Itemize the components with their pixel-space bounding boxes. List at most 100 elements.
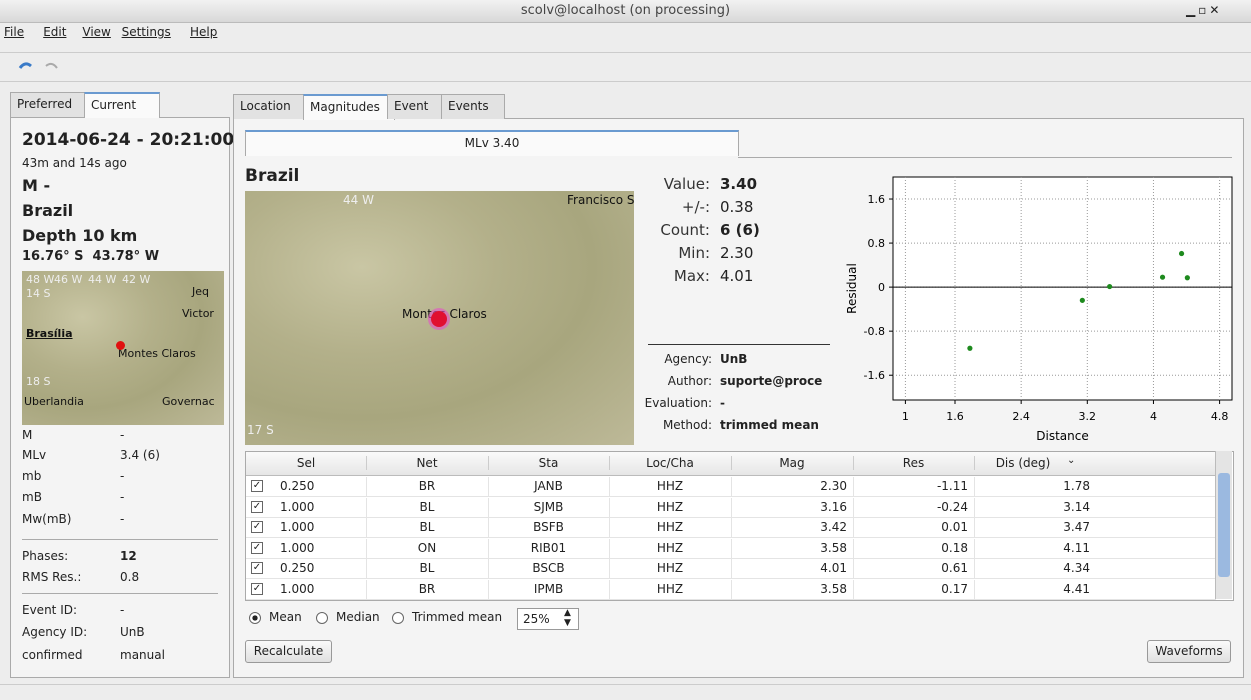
column-header[interactable]: Net [366, 456, 489, 470]
map-label: Brasília [26, 327, 73, 340]
stat-value: 6 (6) [720, 221, 760, 239]
map-label: Montes Claros [118, 347, 196, 360]
stat-label: Value: [663, 175, 710, 193]
radio-label[interactable]: Mean [269, 610, 302, 624]
field-label: Agency ID: [22, 625, 88, 639]
radio-label[interactable]: Median [336, 610, 380, 624]
col-line [488, 538, 489, 559]
column-header[interactable]: Dis (deg) [995, 456, 1051, 470]
field-label: Phases: [22, 549, 69, 563]
trim-spinbox[interactable]: 25% ▲ ▼ [517, 608, 579, 630]
main-tab[interactable]: Event [387, 94, 449, 119]
recalculate-button[interactable]: Recalculate [245, 640, 332, 663]
checkbox[interactable]: ✓ [251, 582, 263, 595]
table-cell: 3.47 [1063, 520, 1090, 534]
x-tick-label: 4.8 [1211, 410, 1229, 423]
window-controls[interactable]: ▁▫✕ [1186, 3, 1223, 17]
col-line [731, 559, 732, 579]
stat-label: +/-: [681, 198, 710, 216]
toolbar [0, 52, 1251, 82]
field-value: manual [120, 648, 165, 662]
radio[interactable] [392, 612, 404, 624]
waveforms-button[interactable]: Waveforms [1147, 640, 1231, 663]
magnitude-tab[interactable]: MLv 3.40 [245, 130, 739, 156]
menu-item[interactable]: Settings [121, 25, 171, 39]
separator [22, 593, 218, 594]
main-tab[interactable]: Location [233, 94, 311, 119]
col-line [488, 497, 489, 518]
table-cell: -1.11 [936, 479, 968, 493]
column-header[interactable]: Mag [731, 456, 854, 470]
radio-label[interactable]: Trimmed mean [412, 610, 503, 624]
x-tick-label: 3.2 [1079, 410, 1097, 423]
column-header[interactable]: Sel [246, 456, 367, 470]
detail-value: - [720, 396, 725, 410]
checkbox[interactable]: ✓ [251, 541, 263, 554]
field-label: mB [22, 490, 42, 504]
map-label: 42 W [122, 273, 151, 286]
field-value: - [120, 603, 125, 617]
field-label: confirmed [22, 648, 83, 662]
col-line [853, 538, 854, 559]
detail-label: Agency: [664, 352, 712, 366]
table-cell: 0.250 [280, 479, 315, 493]
checkbox[interactable]: ✓ [251, 562, 263, 574]
detail-value: UnB [720, 352, 748, 366]
field-value: - [120, 469, 125, 483]
col-line [366, 518, 367, 538]
table-cell: 1.000 [280, 540, 315, 555]
map-label: 44 W [88, 273, 117, 286]
col-line [488, 477, 489, 497]
station-map[interactable]: 44 W Francisco S Montes Claros 17 S [245, 191, 634, 445]
menu-item[interactable]: Edit [43, 25, 67, 39]
spin-arrows[interactable]: ▲ ▼ [564, 608, 571, 628]
y-tick-label: -0.8 [864, 325, 885, 338]
scrollbar[interactable] [1215, 451, 1232, 599]
table-cell: HHZ [656, 520, 684, 534]
main-tab[interactable]: Events [441, 94, 505, 119]
stats-separator [648, 344, 830, 345]
main-tab[interactable]: Magnitudes [303, 94, 395, 120]
checkbox[interactable]: ✓ [251, 521, 263, 533]
checkbox[interactable]: ✓ [251, 500, 263, 513]
table-cell: BR [418, 479, 436, 493]
table-cell: 1.000 [280, 520, 315, 534]
toolbar-icons[interactable] [18, 60, 62, 74]
table-cell: HHZ [656, 479, 684, 493]
radio[interactable] [316, 612, 328, 624]
col-line [974, 477, 975, 497]
event-age: 43m and 14s ago [22, 156, 127, 170]
menu-item[interactable]: View [82, 25, 111, 39]
epicenter [431, 311, 447, 327]
table-cell: HHZ [656, 581, 684, 596]
table-cell: 4.01 [820, 561, 847, 575]
table-cell: 4.34 [1063, 561, 1090, 575]
table-cell: HHZ [656, 561, 684, 575]
col-line [853, 477, 854, 497]
point [1178, 250, 1185, 257]
y-tick-label: 0.8 [868, 237, 886, 250]
sort-indicator[interactable]: ⌄ [1067, 455, 1076, 466]
map-label: Jeq [192, 285, 209, 298]
field-value: 0.8 [120, 570, 140, 584]
map-label: Victor [182, 307, 214, 320]
map-label: 18 S [26, 375, 51, 388]
column-header[interactable]: Sta [488, 456, 610, 470]
column-header[interactable]: Loc/Cha [609, 456, 732, 470]
col-line [366, 559, 367, 579]
detail-label: Method: [662, 418, 712, 432]
col-line [609, 477, 610, 497]
col-line [609, 518, 610, 538]
overview-map[interactable]: 48 W 46 W 44 W 42 W 14 S Brasília Montes Claro… [22, 271, 224, 425]
menu-item[interactable]: File [4, 25, 25, 39]
column-header[interactable]: Res [853, 456, 975, 470]
left-tab[interactable]: Current [84, 92, 160, 118]
radio[interactable] [249, 612, 261, 624]
map-label: 14 S [26, 287, 51, 300]
col-line [853, 497, 854, 518]
table-cell: 2.30 [820, 479, 847, 493]
checkbox[interactable]: ✓ [251, 480, 263, 492]
field-label: M [22, 428, 33, 442]
menu-item[interactable]: Help [190, 25, 218, 39]
